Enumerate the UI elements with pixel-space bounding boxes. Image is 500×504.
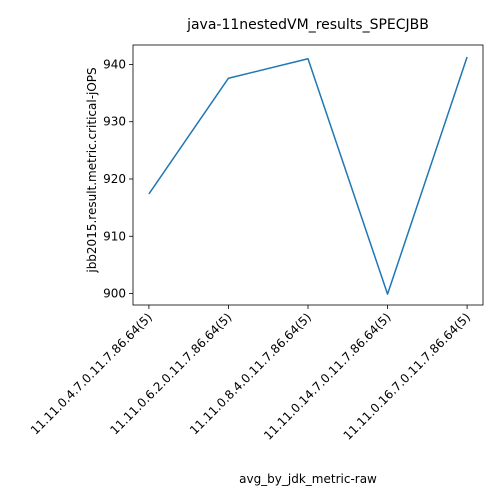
data-point <box>148 193 150 195</box>
chart-title: java-11nestedVM_results_SPECJBB <box>186 17 429 33</box>
y-tick-label: 910 <box>103 229 126 243</box>
data-point <box>227 77 229 79</box>
y-axis-label: jbb2015.result.metric.critical-jOPS <box>85 67 99 273</box>
x-tick-label: 11.11.0.14.7.0.11.7.86.64(5) <box>261 310 394 443</box>
data-point <box>386 293 388 295</box>
data-point <box>307 58 309 60</box>
y-tick-label: 900 <box>103 287 126 301</box>
y-tick-label: 930 <box>103 115 126 129</box>
x-axis-label: avg_by_jdk_metric-raw <box>239 472 377 486</box>
y-tick-label: 920 <box>103 172 126 186</box>
x-tick-label: 11.11.0.16.7.0.11.7.86.64(5) <box>341 310 474 443</box>
data-point <box>466 56 468 58</box>
plot-frame <box>132 44 484 306</box>
series-line <box>148 56 468 295</box>
y-tick-label: 940 <box>103 57 126 71</box>
